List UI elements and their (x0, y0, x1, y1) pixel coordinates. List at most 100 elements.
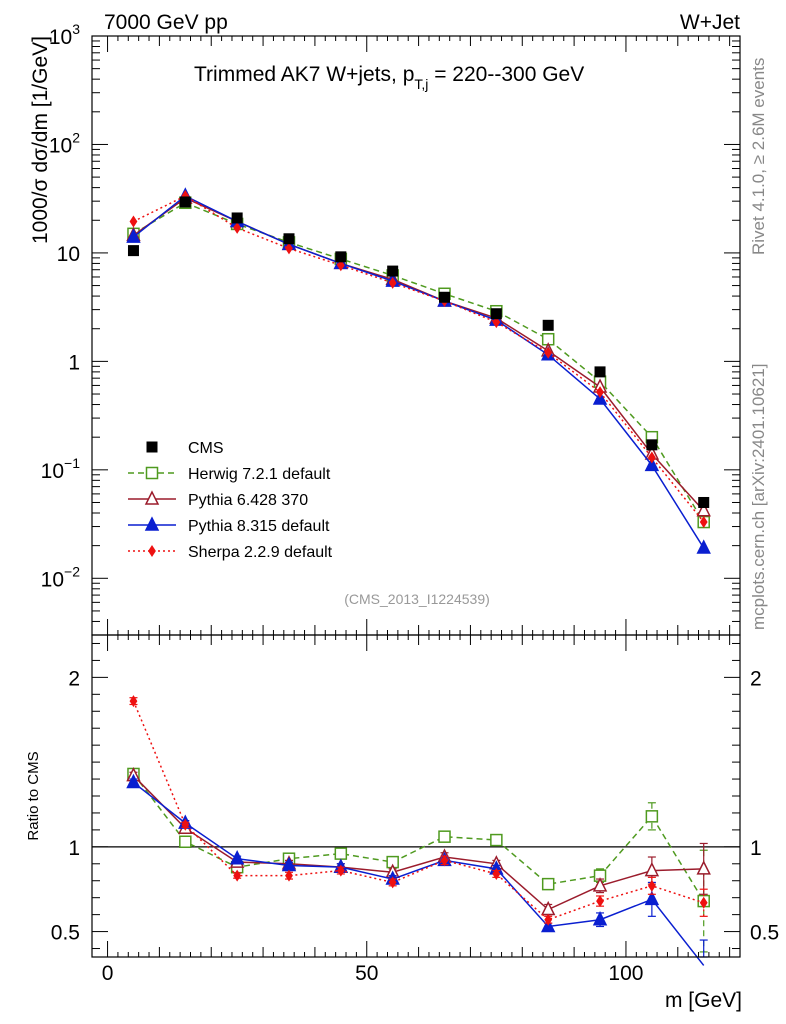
x-axis-label: m [GeV] (665, 989, 742, 1012)
legend-label: Herwig 7.2.1 default (188, 466, 331, 483)
data-point (233, 869, 242, 882)
data-point (229, 850, 245, 865)
ratio-series-layer (126, 695, 711, 966)
main-y-tick-label: 102 (49, 129, 80, 157)
data-point (129, 215, 138, 228)
data-point (285, 242, 293, 255)
legend-item: CMS (146, 440, 224, 457)
data-point (596, 386, 604, 399)
data-point (544, 913, 553, 926)
data-point (335, 251, 347, 263)
data-point (440, 854, 449, 867)
main-y-tick-exponent: 3 (72, 21, 80, 37)
main-axis-ticks (92, 35, 740, 636)
data-point (438, 830, 451, 843)
series-line (133, 195, 705, 523)
data-point (387, 265, 399, 277)
legend-label: CMS (188, 440, 224, 457)
main-series-cms (127, 196, 710, 508)
series-line (133, 197, 705, 512)
ratio-axis-ticks (92, 635, 740, 957)
ratio-y-tick-label: 1 (68, 837, 80, 860)
data-point (179, 196, 191, 208)
chart-title-subscript: T,j (414, 76, 428, 92)
legend-item: Pythia 6.428 370 (128, 490, 308, 509)
main-y-tick-exponent: 2 (72, 129, 80, 145)
data-point (126, 228, 141, 243)
legend-item: Pythia 8.315 default (128, 516, 330, 535)
x-tick-labels: 0 50 100 (102, 962, 644, 985)
header-right: W+Jet (680, 11, 740, 34)
data-point (334, 847, 348, 860)
legend-label: Pythia 8.315 default (188, 518, 330, 535)
analysis-id-label: (CMS_2013_I1224539) (344, 591, 490, 607)
data-point (336, 864, 345, 877)
ratio-series-pythia-6-428-370 (126, 766, 711, 916)
header-left: 7000 GeV pp (104, 11, 228, 34)
data-point (388, 876, 397, 889)
data-point (233, 221, 242, 234)
data-point (644, 890, 660, 906)
data-point (148, 545, 156, 557)
ratio-y-tick-label-right: 0.5 (750, 922, 779, 945)
ratio-y-axis-label: Ratio to CMS (25, 751, 42, 840)
data-point (490, 833, 503, 847)
data-point (647, 451, 656, 464)
data-point (645, 810, 659, 823)
data-point (592, 911, 608, 926)
data-point (696, 539, 711, 554)
ratio-y-tick-labels: 0.5 0.5 1 1 2 2 (51, 667, 779, 944)
ratio-series-line (132, 775, 704, 911)
ratio-y-tick-label: 2 (68, 667, 80, 690)
chart-title: Trimmed AK7 W+jets, pT,j = 220--300 GeV (194, 63, 584, 92)
data-point (490, 308, 502, 320)
main-y-tick-label: 10−2 (41, 563, 81, 591)
data-point (699, 516, 708, 529)
legend-label: Pythia 6.428 370 (188, 492, 308, 509)
data-point (179, 835, 192, 849)
data-point (439, 291, 451, 303)
data-point (594, 366, 606, 378)
data-point (144, 490, 160, 505)
data-point (696, 502, 711, 517)
chart-title-tail: = 220--300 GeV (428, 63, 584, 86)
data-point (542, 319, 554, 331)
legend-label: Sherpa 2.2.9 default (188, 544, 333, 561)
data-point (644, 861, 660, 877)
legend-item: Herwig 7.2.1 default (128, 466, 331, 483)
data-point (699, 896, 708, 909)
data-point (181, 818, 190, 831)
data-point (540, 900, 556, 916)
main-series-layer (126, 187, 711, 554)
data-point (541, 877, 555, 891)
data-point (129, 695, 138, 708)
data-point (285, 869, 293, 882)
main-y-tick-base: 10 (49, 26, 72, 49)
data-point (127, 245, 139, 257)
ratio-series-line (132, 700, 704, 921)
main-y-tick-exponent: −2 (64, 563, 80, 579)
data-point (126, 773, 141, 789)
data-point (644, 456, 660, 472)
legend: CMS Herwig 7.2.1 default Pythia 6.428 370 P… (128, 440, 333, 561)
ratio-y-tick-label: 0.5 (51, 922, 80, 945)
ratio-series-herwig-7-2-1-default (127, 767, 710, 953)
main-y-tick-label: 10−1 (41, 455, 81, 483)
data-point (388, 276, 397, 289)
data-point (696, 860, 711, 875)
x-tick-label: 100 (608, 962, 643, 985)
ratio-series-sherpa-2-2-9-default (129, 695, 708, 926)
x-tick-label: 0 (102, 962, 114, 985)
main-y-tick-base: 10 (49, 134, 72, 157)
data-point (146, 441, 158, 453)
main-y-tick-exponent: −1 (64, 455, 80, 471)
legend-item: Sherpa 2.2.9 default (128, 544, 333, 561)
main-y-tick-label: 1 (68, 351, 80, 374)
main-y-tick-label: 103 (49, 21, 80, 49)
data-point (145, 466, 159, 480)
mcplots-label: mcplots.cern.ch [arXiv:2401.10621] (749, 364, 768, 630)
main-y-tick-base: 10 (41, 568, 64, 591)
